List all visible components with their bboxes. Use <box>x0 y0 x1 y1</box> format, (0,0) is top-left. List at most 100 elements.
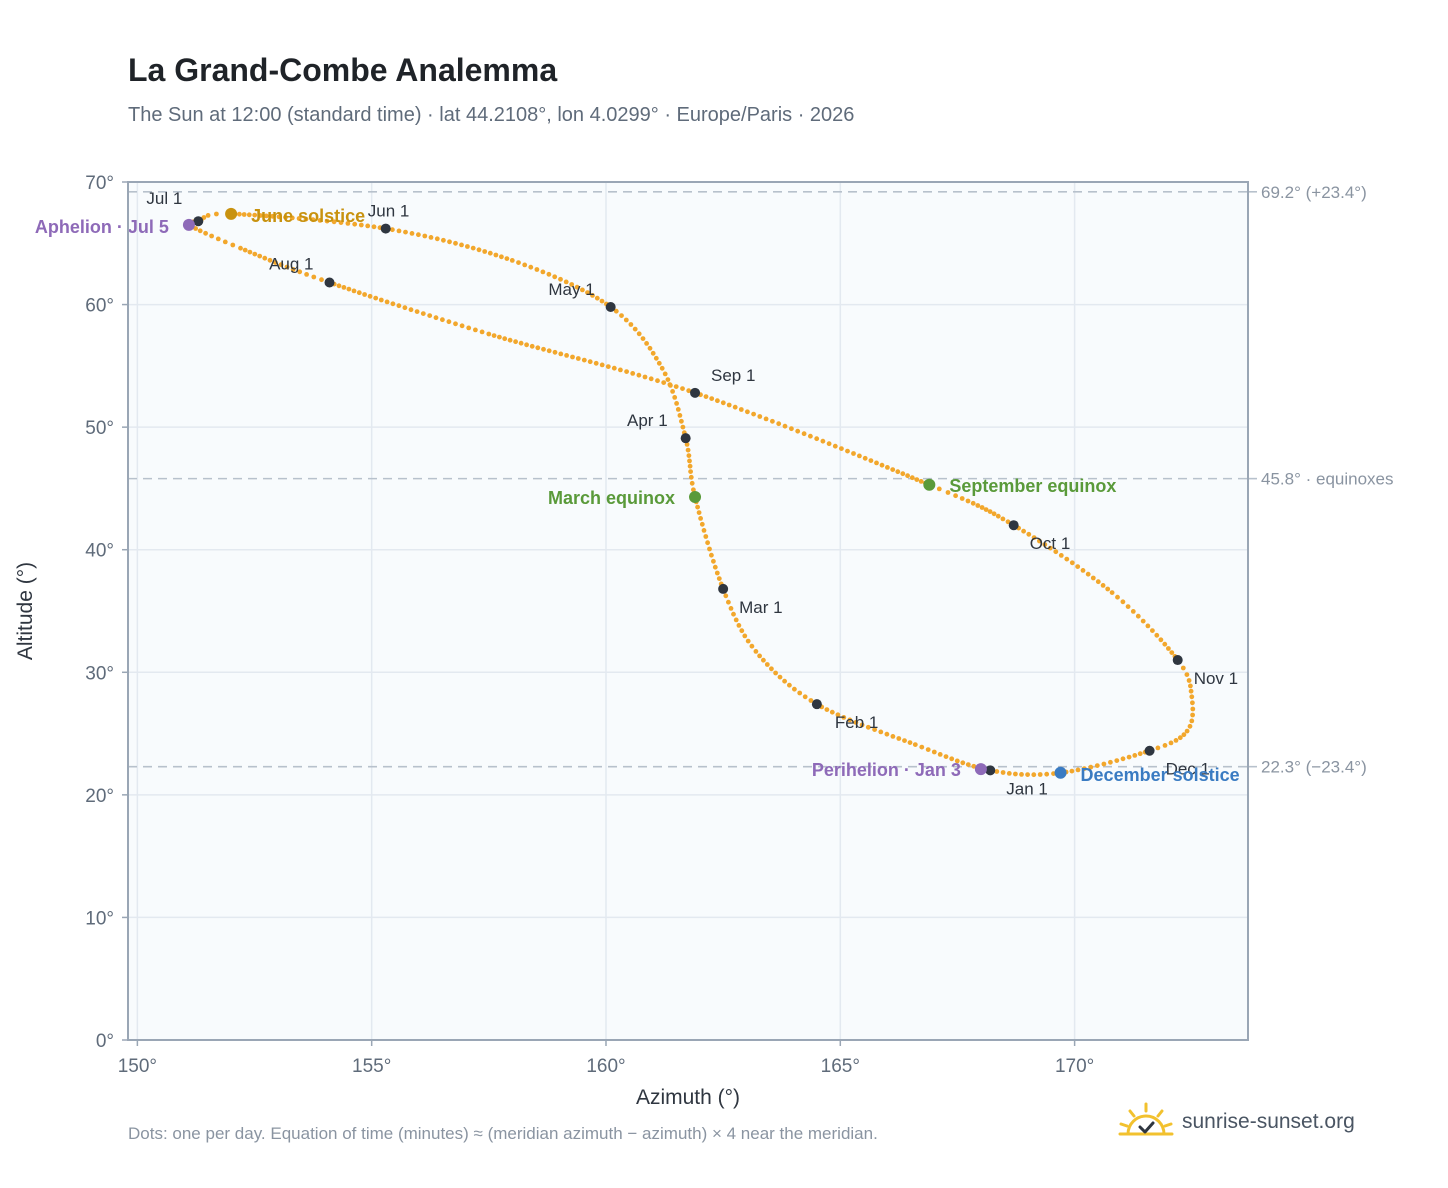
daily-sun-dot <box>1069 560 1075 566</box>
daily-sun-dot <box>656 360 662 366</box>
daily-sun-dot <box>522 262 528 268</box>
daily-sun-dot <box>731 611 736 617</box>
daily-sun-dot <box>770 418 775 424</box>
daily-sun-dot <box>465 244 470 249</box>
daily-sun-dot <box>914 477 920 482</box>
event-marker <box>689 491 702 504</box>
daily-sun-dot <box>422 233 428 239</box>
daily-sun-dot <box>1069 768 1075 774</box>
daily-sun-dot <box>1154 632 1160 638</box>
daily-sun-dot <box>1186 678 1192 683</box>
daily-sun-dot <box>1019 772 1024 777</box>
daily-sun-dot <box>975 503 981 508</box>
month-marker <box>605 302 616 313</box>
daily-sun-dot <box>263 213 269 219</box>
daily-sun-dot <box>470 245 476 251</box>
daily-sun-dot <box>317 218 323 223</box>
daily-sun-dot <box>726 599 731 605</box>
month-marker <box>1144 745 1155 756</box>
daily-sun-dot <box>991 511 997 517</box>
daily-sun-dot <box>773 670 778 676</box>
reference-line-label: 45.8° · equinoxes <box>1261 470 1394 489</box>
daily-sun-dot <box>409 231 415 236</box>
daily-sun-dot <box>1169 650 1175 655</box>
daily-sun-dot <box>535 345 541 351</box>
daily-sun-dot <box>662 371 668 377</box>
daily-sun-dot <box>241 212 247 217</box>
daily-sun-dot <box>826 441 832 447</box>
daily-sun-dot <box>699 521 705 527</box>
daily-sun-dot <box>352 221 358 227</box>
daily-sun-dot <box>1021 528 1026 534</box>
daily-sun-dot <box>1126 754 1132 760</box>
daily-sun-dot <box>516 260 521 265</box>
daily-sun-dot <box>707 546 712 552</box>
daily-sun-dot <box>1080 568 1086 573</box>
daily-sun-dot <box>684 442 690 447</box>
daily-sun-dot <box>1125 604 1131 609</box>
daily-sun-dot <box>1187 723 1193 729</box>
axis-ticks: 150° 155° 160° 165° 170° 0° 10° 20° 30° 40° 50° 60°… <box>85 173 1094 1077</box>
daily-sun-dot <box>677 413 683 418</box>
month-marker <box>718 583 729 594</box>
daily-sun-dot <box>688 474 694 480</box>
daily-sun-dot <box>611 365 617 371</box>
daily-sun-dot <box>764 662 770 667</box>
daily-sun-dot <box>777 674 783 680</box>
daily-sun-dot <box>742 633 748 639</box>
analemma-curve <box>184 211 1196 778</box>
footnote: Dots: one per day. Equation of time (min… <box>128 1124 878 1143</box>
daily-sun-dot <box>590 293 595 298</box>
daily-sun-dot <box>1189 718 1195 724</box>
daily-sun-dot <box>673 384 679 389</box>
daily-sun-dot <box>1120 756 1126 762</box>
daily-sun-dot <box>1044 771 1050 777</box>
daily-sun-dot <box>1005 519 1011 525</box>
daily-sun-dot <box>1184 672 1190 677</box>
daily-sun-dot <box>1006 771 1012 776</box>
daily-sun-dot <box>857 453 862 459</box>
brand[interactable]: sunrise-sunset.org <box>1118 1100 1355 1144</box>
daily-sun-dot <box>303 216 309 222</box>
daily-sun-dot <box>636 372 642 378</box>
daily-sun-dot <box>665 377 671 382</box>
reference-line-label: 69.2° (+23.4°) <box>1261 183 1367 202</box>
daily-sun-dot <box>540 269 546 275</box>
daily-sun-dot <box>715 398 720 404</box>
sun-check-icon <box>1118 1102 1174 1136</box>
daily-sun-dot <box>476 247 482 253</box>
daily-sun-dot <box>1064 556 1070 562</box>
daily-sun-dot <box>304 272 309 277</box>
daily-sun-dot <box>453 321 458 327</box>
daily-sun-dot <box>647 345 653 351</box>
daily-sun-dot <box>504 256 510 261</box>
daily-sun-dot <box>453 240 458 246</box>
daily-sun-dot <box>365 223 371 229</box>
daily-sun-dot <box>797 690 803 696</box>
month-label: Jun 1 <box>368 202 410 221</box>
daily-sun-dot <box>667 382 673 387</box>
daily-sun-dot <box>1132 753 1138 758</box>
daily-sun-dot <box>1037 538 1042 544</box>
month-marker <box>811 699 822 710</box>
daily-sun-dot <box>1025 772 1030 777</box>
daily-sun-dot <box>524 342 529 348</box>
daily-sun-dot <box>945 490 951 495</box>
month-label: May 1 <box>548 280 594 299</box>
daily-sun-dot <box>1188 683 1193 689</box>
daily-sun-dot <box>619 313 624 318</box>
plot-area <box>128 182 1248 1040</box>
y-tick-label: 50° <box>85 418 114 439</box>
daily-sun-dot <box>995 513 1001 519</box>
daily-sun-dot <box>1105 586 1111 592</box>
daily-sun-dot <box>723 593 729 599</box>
daily-sun-dot <box>879 462 885 468</box>
daily-sun-dot <box>257 253 263 259</box>
daily-sun-dot <box>912 742 918 747</box>
daily-sun-dot <box>336 283 342 289</box>
daily-sun-dot <box>1189 694 1195 700</box>
daily-sun-dot <box>563 279 569 285</box>
daily-sun-dot <box>659 365 665 371</box>
daily-sun-dot <box>262 255 268 261</box>
daily-sun-dot <box>416 232 421 238</box>
